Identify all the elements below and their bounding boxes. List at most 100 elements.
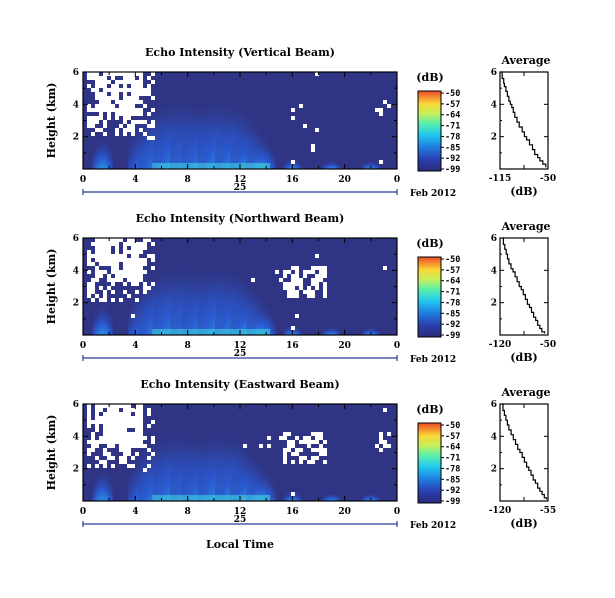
missing-data-cell <box>87 420 91 424</box>
missing-data-cell <box>307 290 311 294</box>
missing-data-cell <box>91 436 95 440</box>
missing-data-cell <box>147 408 151 412</box>
missing-data-cell <box>139 84 143 88</box>
y-tick-label: 4 <box>73 266 79 276</box>
x-tick-label: 12 <box>234 507 247 517</box>
missing-data-cell <box>95 104 99 108</box>
missing-data-cell <box>95 242 99 246</box>
missing-data-cell <box>99 76 103 80</box>
missing-data-cell <box>107 88 111 92</box>
missing-data-cell <box>307 444 311 448</box>
missing-data-cell <box>99 258 103 262</box>
missing-data-cell <box>135 242 139 246</box>
missing-data-cell <box>103 298 107 302</box>
missing-data-cell <box>111 108 115 112</box>
missing-data-cell <box>95 116 99 120</box>
missing-data-cell <box>147 238 151 242</box>
missing-data-cell <box>119 238 123 242</box>
missing-data-cell <box>319 278 323 282</box>
missing-data-cell <box>87 76 91 80</box>
missing-data-cell <box>127 408 131 412</box>
x-tick-label: 20 <box>338 341 351 351</box>
missing-data-cell <box>135 404 139 408</box>
missing-data-cell <box>111 456 115 460</box>
missing-data-cell <box>111 404 115 408</box>
missing-data-cell <box>119 416 123 420</box>
missing-data-cell <box>115 412 119 416</box>
missing-data-cell <box>119 100 123 104</box>
missing-data-cell <box>87 108 91 112</box>
missing-data-cell <box>143 262 147 266</box>
y-axis-label: Height (km) <box>45 83 58 159</box>
heatmap-title: Echo Intensity (Northward Beam) <box>136 212 345 225</box>
missing-data-cell <box>379 432 383 436</box>
missing-data-cell <box>91 72 95 76</box>
missing-data-cell <box>315 274 319 278</box>
y-tick-label: 2 <box>73 299 79 309</box>
missing-data-cell <box>283 456 287 460</box>
missing-data-cell <box>119 258 123 262</box>
missing-data-cell <box>111 96 115 100</box>
missing-data-cell <box>111 428 115 432</box>
missing-data-cell <box>295 314 299 318</box>
missing-data-cell <box>131 84 135 88</box>
missing-data-cell <box>151 72 155 76</box>
x-tick-label: 8 <box>185 507 191 517</box>
missing-data-cell <box>127 242 131 246</box>
missing-data-cell <box>111 262 115 266</box>
x-tick-label: 4 <box>132 175 138 185</box>
missing-data-cell <box>315 436 319 440</box>
missing-data-cell <box>103 404 107 408</box>
missing-data-cell <box>87 416 91 420</box>
x-tick-label: 8 <box>185 175 191 185</box>
missing-data-cell <box>119 124 123 128</box>
missing-data-cell <box>127 294 131 298</box>
missing-data-cell <box>119 278 123 282</box>
missing-data-cell <box>119 460 123 464</box>
missing-data-cell <box>103 452 107 456</box>
missing-data-cell <box>135 290 139 294</box>
colorbar-tick-label: -64 <box>445 443 460 453</box>
missing-data-cell <box>279 436 283 440</box>
missing-data-cell <box>147 124 151 128</box>
missing-data-cell <box>99 408 103 412</box>
colorbar-unit: (dB) <box>416 403 443 416</box>
missing-data-cell <box>95 408 99 412</box>
missing-data-cell <box>131 314 135 318</box>
missing-data-cell <box>135 266 139 270</box>
missing-data-cell <box>87 120 91 124</box>
missing-data-cell <box>111 412 115 416</box>
missing-data-cell <box>131 96 135 100</box>
missing-data-cell <box>127 444 131 448</box>
missing-data-cell <box>107 108 111 112</box>
missing-data-cell <box>139 408 143 412</box>
missing-data-cell <box>147 424 151 428</box>
missing-data-cell <box>103 412 107 416</box>
missing-data-cell <box>87 258 91 262</box>
missing-data-cell <box>87 440 91 444</box>
missing-data-cell <box>119 436 123 440</box>
colorbar-tick-label: -99 <box>445 497 460 507</box>
missing-data-cell <box>323 282 327 286</box>
missing-data-cell <box>127 124 131 128</box>
missing-data-cell <box>107 246 111 250</box>
missing-data-cell <box>143 444 147 448</box>
average-profile-line <box>502 237 546 334</box>
avg-y-tick-label: 4 <box>491 432 497 442</box>
avg-x-tick-label: -50 <box>540 340 556 350</box>
missing-data-cell <box>87 84 91 88</box>
missing-data-cell <box>311 294 315 298</box>
missing-data-cell <box>291 160 295 164</box>
missing-data-cell <box>119 112 123 116</box>
missing-data-cell <box>139 246 143 250</box>
missing-data-cell <box>135 254 139 258</box>
missing-data-cell <box>319 444 323 448</box>
missing-data-cell <box>131 242 135 246</box>
colorbar-tick-label: -64 <box>445 277 460 287</box>
missing-data-cell <box>103 246 107 250</box>
missing-data-cell <box>315 128 319 132</box>
missing-data-cell <box>103 294 107 298</box>
missing-data-cell <box>127 436 131 440</box>
missing-data-cell <box>91 88 95 92</box>
missing-data-cell <box>131 238 135 242</box>
